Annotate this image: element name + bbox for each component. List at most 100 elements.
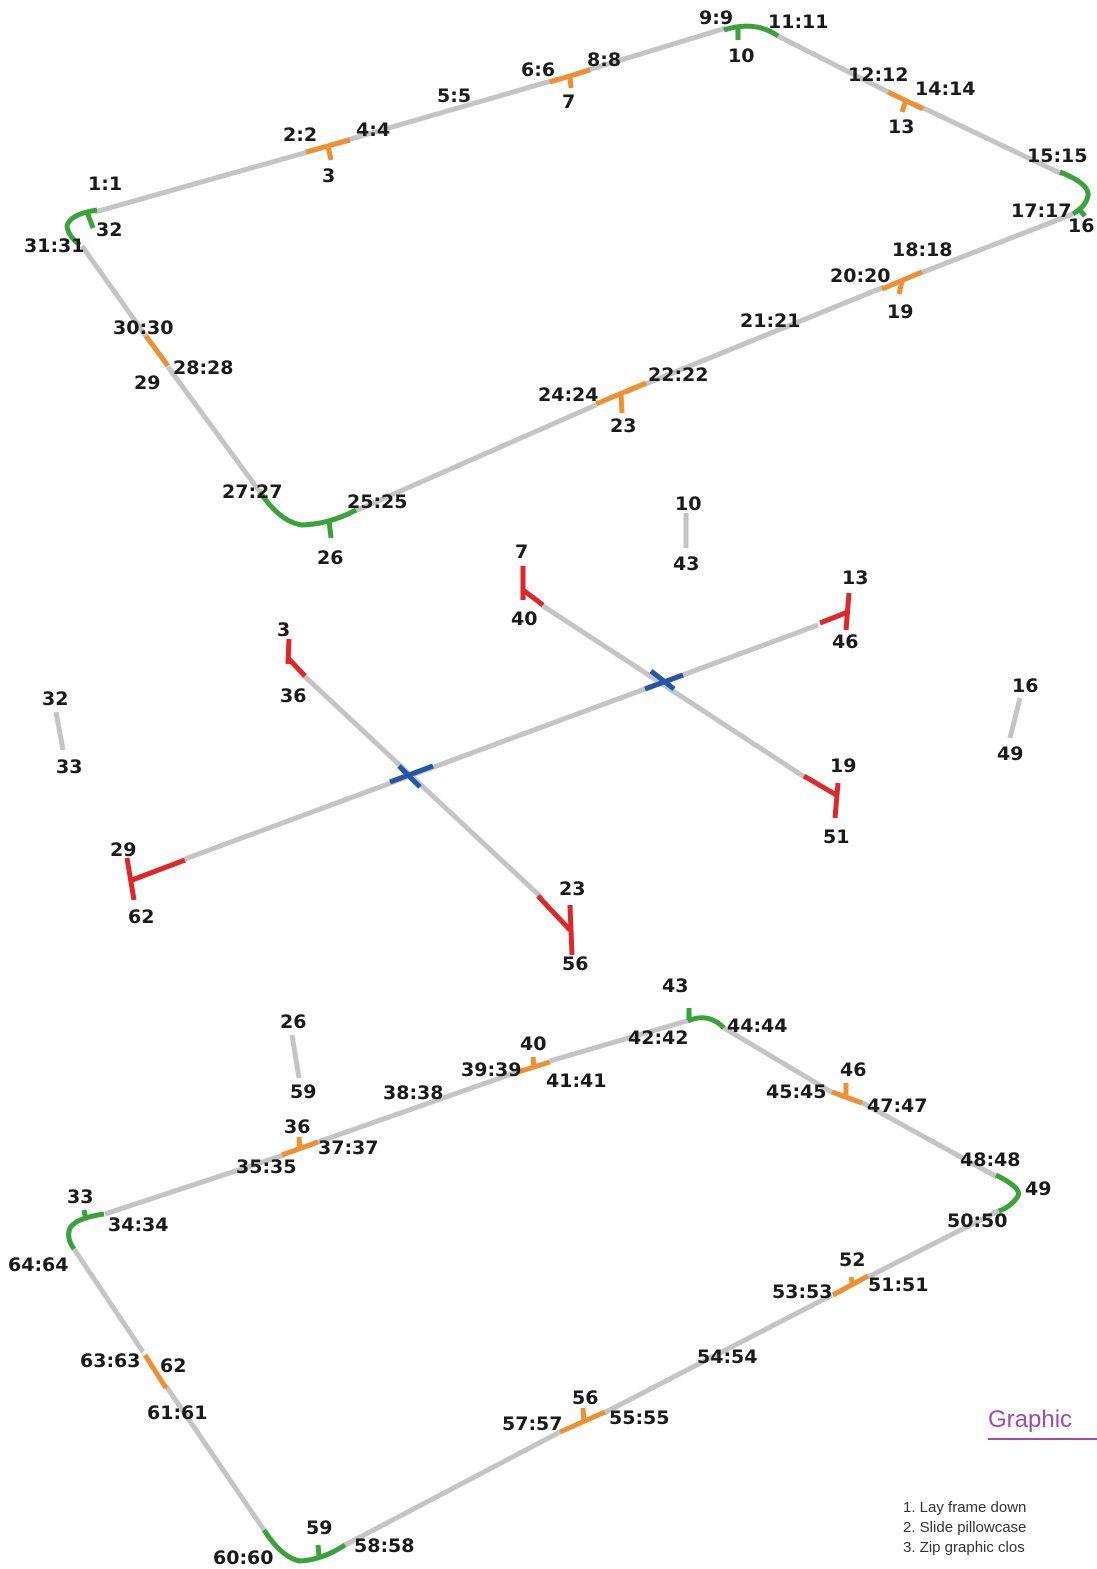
part-label: 62: [128, 906, 154, 928]
tube: [343, 1429, 562, 1548]
part-label: 36: [280, 685, 306, 707]
part-label: 32: [96, 219, 122, 241]
end-connector: [819, 592, 852, 631]
instruction-step: 2. Slide pillowcase: [903, 1519, 1027, 1536]
part-label: 13: [888, 116, 914, 138]
corner-connector-stub: [84, 211, 96, 229]
tube: [163, 1384, 267, 1532]
part-label: 51:51: [868, 1274, 928, 1296]
part-label: 33: [67, 1186, 93, 1208]
part-label: 52: [839, 1249, 865, 1271]
part-label: 27:27: [222, 481, 282, 503]
part-label: 55:55: [609, 1407, 669, 1429]
tee-connector: [881, 269, 923, 295]
part-label: 46: [832, 631, 858, 653]
part-label: 10: [728, 45, 754, 67]
tee-connector: [886, 89, 925, 113]
part-label: 16: [1012, 675, 1038, 697]
tube: [917, 211, 1074, 277]
corner-connector: [686, 1015, 726, 1030]
part-label: 23: [610, 415, 636, 437]
part-label: 10: [675, 493, 701, 515]
part-label: 22:22: [648, 364, 708, 386]
corner-connector: [723, 23, 780, 39]
tee-connector: [831, 1083, 863, 1106]
bottom-frame: 43 44:44 42:42 40 39:39 41:41 46 45:45 4…: [8, 975, 1051, 1569]
part-label: 14:14: [915, 78, 975, 100]
part-label: 32: [42, 688, 68, 710]
end-connector: [124, 857, 186, 901]
part-label: 43: [673, 553, 699, 575]
part-label: 23: [559, 878, 585, 900]
part-label: 62: [160, 1355, 186, 1377]
tee-connector: [558, 1407, 607, 1435]
end-connector: [536, 894, 575, 956]
part-label: 46: [840, 1059, 866, 1081]
corner-connector: [66, 1211, 105, 1251]
part-label: 3: [277, 619, 290, 641]
tee-connector: [305, 137, 351, 161]
corner-connector: [64, 207, 98, 247]
part-label: 26: [317, 547, 343, 569]
part-label: 60:60: [213, 1547, 273, 1569]
part-label: 25:25: [347, 491, 407, 513]
tube: [625, 284, 885, 395]
part-label: 17:17: [1011, 200, 1071, 222]
part-label: 59: [306, 1517, 332, 1539]
tube: [94, 145, 323, 215]
part-label: 1:1: [88, 173, 122, 195]
tee-connector: [143, 334, 171, 368]
tube: [71, 1247, 146, 1354]
part-label: 63:63: [80, 1350, 140, 1372]
cross-connector: [389, 763, 434, 789]
part-label: 29: [110, 839, 136, 861]
part-label: 19: [887, 301, 913, 323]
part-label: 43: [662, 975, 688, 997]
part-label: 16: [1068, 215, 1094, 237]
part-label: 24:24: [538, 384, 598, 406]
tube: [859, 1099, 999, 1180]
tube: [774, 32, 898, 99]
middle-assembly: 10 43 7 40 13 46 3 36 32 33 16 49 19 51 …: [42, 493, 1038, 1103]
tube: [104, 1152, 285, 1217]
corner-connector: [257, 490, 358, 528]
part-label: 19: [830, 755, 856, 777]
tee-connector: [142, 1353, 169, 1390]
tube: [602, 1292, 834, 1416]
part-label: 28:28: [173, 357, 233, 379]
part-label: 7: [515, 541, 528, 563]
tube: [538, 601, 808, 781]
tube: [79, 244, 151, 341]
part-label: 15:15: [1027, 145, 1087, 167]
part-label: 49: [997, 743, 1023, 765]
tube: [353, 402, 598, 514]
end-connector: [285, 638, 307, 678]
end-connector: [520, 566, 545, 607]
part-label: 57:57: [502, 1413, 562, 1435]
tube: [329, 76, 559, 148]
part-label: 56: [562, 953, 588, 975]
part-label: 35:35: [236, 1156, 296, 1178]
part-label: 41:41: [546, 1070, 606, 1092]
tube: [913, 101, 1064, 177]
tube: [1007, 697, 1023, 739]
tube: [574, 25, 727, 77]
part-label: 40: [520, 1033, 546, 1055]
tube: [549, 1017, 691, 1064]
part-label: 53:53: [772, 1281, 832, 1303]
part-label: 7: [562, 91, 575, 113]
part-label: 9:9: [699, 7, 733, 29]
part-label: 13: [842, 567, 868, 589]
part-label: 44:44: [727, 1015, 787, 1037]
tee-connector: [517, 1056, 551, 1075]
instruction-step: 1. Lay frame down: [903, 1499, 1027, 1516]
corner-connector-stub: [326, 519, 334, 539]
part-label: 5:5: [437, 85, 471, 107]
corner-connector-stub: [315, 1544, 322, 1557]
part-label: 51: [823, 826, 849, 848]
corner-connector-stub: [1076, 206, 1087, 218]
part-label: 45:45: [766, 1081, 826, 1103]
part-label: 38:38: [383, 1082, 443, 1104]
tube: [184, 622, 819, 862]
